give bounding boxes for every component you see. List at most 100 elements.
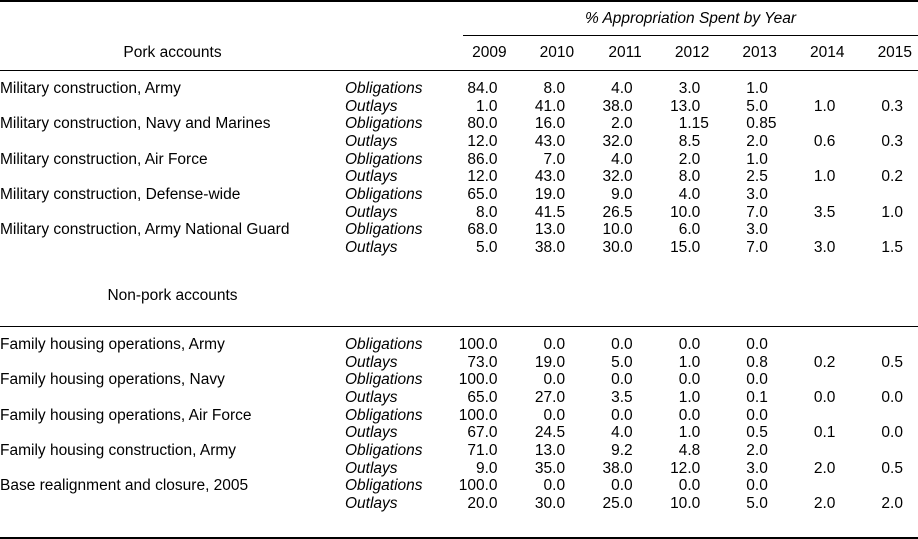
measure-label: Outlays [345, 424, 398, 442]
value-cell: 30.0 [534, 495, 566, 513]
measure-label: Outlays [345, 495, 398, 513]
value-cell: 24.5 [534, 424, 566, 442]
value-cell: 71.0 [467, 441, 498, 459]
value-cell: 4.8 [678, 441, 701, 459]
value-cell: 0.85 [746, 115, 777, 133]
value-cell: 80.0 [467, 115, 498, 133]
value-cell: 8.5 [678, 132, 701, 150]
value-cell: 43.0 [534, 132, 566, 150]
value-cell: 0.0 [543, 335, 566, 353]
value-cell: 27.0 [534, 388, 566, 406]
value-cell: 0.5 [746, 424, 768, 442]
value-cell: 41.0 [534, 97, 566, 115]
value-cell: 2.0 [611, 115, 633, 133]
value-cell: 19.0 [534, 353, 566, 371]
value-cell: 2.5 [746, 168, 768, 186]
measure-label: Outlays [345, 168, 398, 186]
table-row: Military construction, Army National Gua… [0, 221, 918, 240]
value-cell: 0.0 [746, 406, 768, 424]
measure-label: Obligations [345, 441, 423, 459]
account-name: Military construction, Navy and Marines [0, 115, 271, 133]
spanner-title: % Appropriation Spent by Year [584, 9, 797, 27]
value-cell: 0.0 [543, 406, 566, 424]
value-cell: 2.0 [813, 495, 836, 513]
table-row: Outlays 8.0 41.5 26.5 10.0 7.0 3.5 1.0 [0, 204, 918, 222]
value-cell: 3.5 [813, 203, 836, 221]
measure-label: Obligations [345, 79, 423, 97]
value-cell: 12.0 [467, 168, 498, 186]
value-cell: 32.0 [602, 132, 633, 150]
value-cell: 5.0 [746, 495, 768, 513]
table-row: Military construction, Defense-wide Oblig… [0, 186, 918, 204]
value-cell: 0.0 [746, 335, 768, 353]
value-cell: 100.0 [458, 406, 498, 424]
section-header-non-pork: Non-pork accounts [107, 287, 238, 304]
value-cell: 0.0 [746, 477, 768, 495]
table-row: Outlays 5.0 38.0 30.0 15.0 7.0 3.0 1.5 [0, 239, 918, 257]
value-cell: 15.0 [670, 239, 701, 257]
value-cell: 2.0 [678, 150, 701, 168]
value-cell: 100.0 [458, 477, 498, 495]
value-cell: 0.1 [746, 388, 768, 406]
value-cell: 8.0 [678, 168, 701, 186]
value-cell: 0.1 [813, 424, 836, 442]
value-cell: 8.0 [543, 79, 566, 97]
value-cell: 0.0 [678, 406, 701, 424]
value-cell: 0.5 [881, 459, 903, 477]
value-cell: 0.0 [611, 335, 633, 353]
value-cell: 100.0 [458, 371, 498, 389]
account-name: Family housing operations, Air Force [0, 406, 252, 424]
table-row: Outlays 12.0 43.0 32.0 8.5 2.0 0.6 0.3 [0, 133, 918, 151]
measure-label: Obligations [345, 371, 423, 389]
value-cell: 67.0 [467, 424, 498, 442]
measure-label: Obligations [345, 115, 423, 133]
value-cell: 0.3 [881, 97, 903, 115]
value-cell: 7.0 [543, 150, 566, 168]
column-header-row: Pork accounts 2009 2010 2011 2012 2013 2… [0, 36, 918, 71]
value-cell: 5.0 [475, 239, 498, 257]
value-cell: 0.0 [543, 371, 566, 389]
value-cell: 0.0 [813, 388, 836, 406]
value-cell: 0.5 [881, 353, 903, 371]
value-cell: 73.0 [467, 353, 498, 371]
value-cell: 0.0 [678, 335, 701, 353]
year-column-header-2009: 2009 [472, 44, 507, 61]
value-cell: 7.0 [746, 203, 768, 221]
table-row: Military construction, Air Force Obligati… [0, 151, 918, 169]
value-cell: 0.0 [543, 477, 566, 495]
value-cell: 2.0 [746, 441, 768, 459]
value-cell: 19.0 [534, 185, 566, 203]
table-spanner-header: % Appropriation Spent by Year [463, 2, 918, 36]
value-cell: 2.0 [813, 459, 836, 477]
value-cell: 6.0 [678, 221, 701, 239]
value-cell: 0.8 [746, 353, 768, 371]
value-cell: 25.0 [602, 495, 633, 513]
table-row: Outlays 65.0 27.0 3.5 1.0 0.1 0.0 0.0 [0, 389, 918, 407]
value-cell: 0.2 [881, 168, 903, 186]
value-cell: 12.0 [670, 459, 701, 477]
section-header-row-non-pork: Non-pork accounts [0, 257, 918, 326]
measure-label: Outlays [345, 459, 398, 477]
table-row: Outlays 20.0 30.0 25.0 10.0 5.0 2.0 2.0 [0, 495, 918, 513]
measure-label: Outlays [345, 132, 398, 150]
value-cell: 2.0 [746, 132, 768, 150]
value-cell: 38.0 [534, 239, 566, 257]
table-row: Outlays 67.0 24.5 4.0 1.0 0.5 0.1 0.0 [0, 424, 918, 442]
value-cell: 32.0 [602, 168, 633, 186]
value-cell: 1.0 [678, 353, 701, 371]
value-cell: 1.0 [746, 79, 768, 97]
value-cell: 41.5 [534, 203, 566, 221]
value-cell: 1.0 [813, 97, 836, 115]
value-cell: 0.0 [881, 424, 903, 442]
value-cell: 0.0 [611, 477, 633, 495]
value-cell: 1.0 [881, 203, 903, 221]
table-row: Military construction, Army Obligations 84… [0, 80, 918, 98]
year-column-header-2012: 2012 [674, 44, 710, 61]
value-cell: 5.0 [746, 97, 768, 115]
account-name: Military construction, Defense-wide [0, 185, 241, 203]
value-cell: 0.0 [881, 388, 903, 406]
value-cell: 1.5 [881, 239, 903, 257]
value-cell: 13.0 [534, 441, 566, 459]
year-column-header-2015: 2015 [877, 44, 913, 61]
table-row: Family housing operations, Navy Obligatio… [0, 371, 918, 389]
